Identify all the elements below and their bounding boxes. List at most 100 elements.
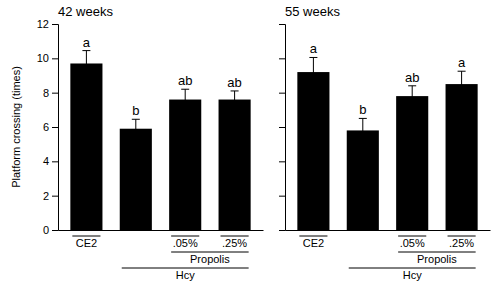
error-cap bbox=[359, 118, 367, 119]
x-axis-line bbox=[286, 230, 491, 231]
error-cap bbox=[458, 71, 466, 72]
x-tick-label: .05% bbox=[173, 237, 198, 249]
y-axis-title: Platform crossing (times) bbox=[10, 66, 22, 188]
significance-letter: a bbox=[458, 55, 466, 70]
error-bar bbox=[309, 57, 317, 86]
y-tick bbox=[279, 127, 285, 128]
error-cap bbox=[408, 106, 416, 107]
x-tick-label: CE2 bbox=[303, 237, 324, 249]
x-tick: CE2 bbox=[303, 237, 324, 249]
y-tick-mark bbox=[52, 161, 58, 162]
error-stem bbox=[185, 89, 186, 110]
bar bbox=[396, 96, 428, 230]
error-cap bbox=[132, 119, 140, 120]
significance-letter: a bbox=[83, 35, 91, 50]
x-tick-label: .05% bbox=[400, 237, 425, 249]
y-tick: 6 bbox=[43, 121, 58, 133]
category-bracket bbox=[72, 236, 100, 237]
y-tick-label: 0 bbox=[43, 224, 49, 236]
significance-letter: a bbox=[310, 41, 318, 56]
y-tick-mark bbox=[52, 24, 58, 25]
error-cap bbox=[181, 89, 189, 90]
y-axis-line bbox=[279, 25, 286, 231]
error-cap bbox=[458, 96, 466, 97]
error-bar bbox=[458, 71, 466, 97]
group-label: Propolis bbox=[417, 253, 457, 265]
y-tick bbox=[279, 230, 285, 231]
y-tick: 8 bbox=[43, 87, 58, 99]
category-bracket bbox=[398, 236, 426, 237]
panel: CE2.05%.25%PropolisHcyababa55 weeks bbox=[279, 4, 491, 281]
y-tick-mark bbox=[279, 230, 285, 231]
y-tick-mark bbox=[52, 58, 58, 59]
significance-letter: ab bbox=[178, 73, 192, 88]
plot-area bbox=[297, 57, 477, 230]
y-tick-mark bbox=[279, 127, 285, 128]
y-axis bbox=[279, 25, 286, 231]
y-tick: 10 bbox=[37, 52, 58, 64]
y-tick-label: 4 bbox=[43, 155, 49, 167]
y-axis-line bbox=[52, 25, 59, 231]
bar bbox=[347, 130, 379, 230]
error-stem bbox=[362, 118, 363, 142]
error-cap bbox=[309, 57, 317, 58]
error-bar bbox=[231, 91, 239, 108]
x-tick: .25% bbox=[449, 237, 474, 249]
x-tick: .05% bbox=[173, 237, 198, 249]
y-tick-mark bbox=[279, 58, 285, 59]
y-tick: 0 bbox=[43, 224, 58, 236]
significance-letter: ab bbox=[227, 75, 241, 90]
error-stem bbox=[135, 119, 136, 138]
group-label: Hcy bbox=[403, 269, 422, 281]
x-axis: CE2 .05% .25% bbox=[59, 231, 264, 249]
y-tick-mark bbox=[52, 230, 58, 231]
significance-letter: ab bbox=[405, 70, 419, 85]
error-cap bbox=[181, 109, 189, 110]
error-stem bbox=[461, 71, 462, 97]
group-label: Hcy bbox=[176, 269, 195, 281]
category-bracket bbox=[171, 236, 199, 237]
error-cap bbox=[231, 108, 239, 109]
y-tick-label: 8 bbox=[43, 87, 49, 99]
bar bbox=[297, 72, 329, 230]
y-axis: 0 2 4 6 8 10 12 bbox=[37, 18, 59, 236]
chart: 024681012CE2.05%.25%PropolisHcyababab42 … bbox=[0, 0, 500, 286]
y-tick bbox=[279, 58, 285, 59]
error-cap bbox=[82, 50, 90, 51]
bar bbox=[169, 100, 201, 230]
y-tick-mark bbox=[279, 196, 285, 197]
error-bar bbox=[82, 51, 90, 77]
x-axis: CE2 .05% .25% bbox=[286, 231, 491, 249]
y-tick-label: 12 bbox=[37, 18, 49, 30]
y-tick: 12 bbox=[37, 18, 58, 30]
error-cap bbox=[231, 90, 239, 91]
error-stem bbox=[234, 91, 235, 108]
y-tick-label: 6 bbox=[43, 121, 49, 133]
y-tick-mark bbox=[279, 161, 285, 162]
y-tick: 4 bbox=[43, 155, 58, 167]
panel: 024681012CE2.05%.25%PropolisHcyababab42 … bbox=[10, 4, 264, 281]
x-tick-label: .25% bbox=[449, 237, 474, 249]
y-tick-label: 10 bbox=[37, 52, 49, 64]
category-bracket bbox=[299, 236, 327, 237]
error-bar bbox=[132, 119, 140, 138]
title: 55 weeks bbox=[285, 4, 340, 19]
y-tick bbox=[279, 196, 285, 197]
y-tick-label: 2 bbox=[43, 190, 49, 202]
bar bbox=[70, 63, 102, 230]
plot-area bbox=[70, 51, 250, 230]
x-tick-label: CE2 bbox=[76, 237, 97, 249]
y-tick-mark bbox=[279, 24, 285, 25]
significance-letter: b bbox=[132, 103, 139, 118]
error-bar bbox=[359, 118, 367, 142]
error-cap bbox=[408, 85, 416, 86]
error-cap bbox=[309, 86, 317, 87]
error-bar bbox=[181, 89, 189, 110]
y-tick: 2 bbox=[43, 190, 58, 202]
group-label: Propolis bbox=[190, 253, 230, 265]
error-stem bbox=[313, 57, 314, 86]
x-tick: .25% bbox=[222, 237, 247, 249]
title: 42 weeks bbox=[58, 4, 113, 19]
x-tick: .05% bbox=[400, 237, 425, 249]
error-cap bbox=[82, 76, 90, 77]
